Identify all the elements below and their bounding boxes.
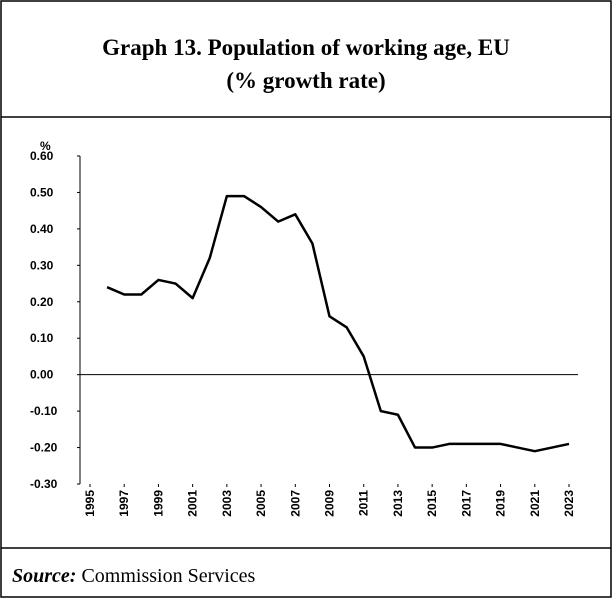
y-tick-label: 0.40	[30, 222, 54, 236]
y-tick-label: -0.20	[30, 441, 58, 455]
source: Source: Commission Services	[12, 565, 256, 587]
y-tick-label: -0.10	[30, 404, 58, 418]
x-tick-label: 1999	[151, 490, 165, 517]
y-tick-label: 0.60	[30, 149, 54, 163]
y-tick-label: 0.20	[30, 295, 54, 309]
y-tick-label: 0.50	[30, 185, 54, 199]
chart-subtitle: (% growth rate)	[226, 68, 385, 93]
y-tick-label: 0.10	[30, 331, 54, 345]
x-tick-label: 2001	[186, 490, 200, 517]
y-axis-label: %	[40, 139, 51, 153]
x-tick-label: 2023	[562, 490, 576, 517]
source-label: Source:	[12, 565, 76, 587]
y-tick-label: -0.30	[30, 477, 58, 491]
line	[106, 194, 570, 453]
x-tick-label: 2019	[494, 490, 508, 517]
x-tick-label: 2021	[528, 490, 542, 517]
x-tick-label: 2005	[254, 490, 268, 517]
x-tick-label: 2013	[391, 490, 405, 517]
chart-title: Graph 13. Population of working age, EU	[102, 35, 510, 60]
x-tick-label: 2009	[323, 490, 337, 517]
x-tick-label: 2011	[357, 490, 371, 516]
y-tick-label: 0.00	[30, 368, 54, 382]
x-tick-label: 1997	[117, 490, 131, 517]
x-tick-label: 1995	[83, 490, 97, 517]
x-tick-label: 2003	[220, 490, 234, 517]
x-tick-label: 2017	[459, 490, 473, 517]
y-tick-label: 0.30	[30, 258, 54, 272]
source-text: Commission Services	[81, 565, 255, 587]
x-tick-label: 2007	[288, 490, 302, 517]
x-tick-label: 2015	[425, 490, 439, 517]
